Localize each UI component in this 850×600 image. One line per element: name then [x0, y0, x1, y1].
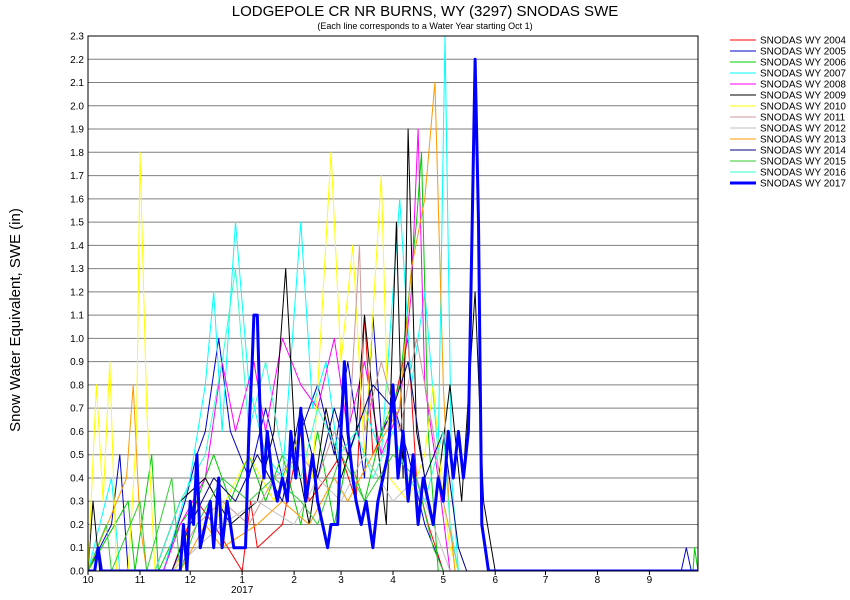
y-tick-label: 0.7	[70, 404, 84, 415]
legend-label: SNODAS WY 2013	[760, 135, 846, 146]
series-line-12	[88, 454, 698, 571]
legend-item: SNODAS WY 2004	[730, 36, 846, 47]
x-tick-label: 9	[647, 575, 653, 586]
series-line-4	[88, 36, 698, 571]
x-tick-label: 3	[338, 575, 344, 586]
legend-label: SNODAS WY 2011	[760, 113, 846, 124]
legend-item: SNODAS WY 2012	[730, 124, 846, 135]
series-line-6	[88, 128, 698, 571]
x-tick-label: 11	[135, 575, 146, 586]
x-tick-label: 6	[492, 575, 498, 586]
x-tick-label: 7	[543, 575, 549, 586]
y-tick-label: 2.1	[70, 78, 84, 89]
legend-item: SNODAS WY 2016	[730, 168, 846, 179]
x-tick-label: 5	[440, 575, 446, 586]
series-line-14	[88, 57, 698, 571]
y-tick-label: 1.1	[70, 311, 84, 322]
y-tick-labels: 0.0 0.1 0.2 0.3 0.4 0.5 0.6 0.7 0.8 0.9 1.0 1.1 1.2 1…	[70, 32, 84, 578]
y-tick-label: 2.0	[70, 101, 84, 112]
series-line-1	[88, 314, 698, 571]
y-tick-label: 0.5	[70, 450, 84, 461]
legend-label: SNODAS WY 2005	[760, 47, 846, 58]
y-tick-label: 0.8	[70, 380, 84, 391]
legend-item: SNODAS WY 2009	[730, 91, 846, 102]
x-tick-label: 1	[239, 575, 245, 586]
y-tick-label: 0.3	[70, 497, 84, 508]
y-tick-label: 2.2	[70, 55, 84, 66]
legend-label: SNODAS WY 2012	[760, 124, 846, 135]
y-tick-label: 1.2	[70, 287, 84, 298]
y-tick-label: 2.3	[70, 32, 84, 43]
legend-label: SNODAS WY 2017	[760, 179, 846, 190]
grid-lines	[88, 58, 698, 549]
y-tick-label: 0.1	[70, 543, 84, 554]
y-axis-label: Snow Water Equivalent, SWE (in)	[7, 208, 24, 432]
y-tick-label: 1.8	[70, 148, 84, 159]
legend-item: SNODAS WY 2013	[730, 135, 846, 146]
legend-item: SNODAS WY 2011	[730, 113, 846, 124]
y-tick-label: 1.5	[70, 218, 84, 229]
y-tick-label: 1.6	[70, 194, 84, 205]
legend-label: SNODAS WY 2010	[760, 102, 846, 113]
x-tick-label: 2	[291, 575, 297, 586]
legend-label: SNODAS WY 2006	[760, 58, 846, 69]
series-line-9	[88, 454, 698, 571]
chart-title: LODGEPOLE CR NR BURNS, WY (3297) SNODAS …	[232, 3, 618, 20]
legend-label: SNODAS WY 2009	[760, 91, 846, 102]
y-tick-label: 0.6	[70, 427, 84, 438]
y-tick-label: 1.7	[70, 171, 84, 182]
x-tick-label: 4	[390, 575, 396, 586]
y-tick-label: 0.4	[70, 473, 84, 484]
plot-frame	[87, 35, 699, 572]
plot-area	[87, 35, 699, 572]
y-tick-label: 1.3	[70, 264, 84, 275]
y-tick-label: 1.9	[70, 125, 84, 136]
legend-item: SNODAS WY 2015	[730, 157, 846, 168]
y-tick-label: 0.0	[70, 567, 84, 578]
x-tick-label: 8	[595, 575, 601, 586]
legend-item: SNODAS WY 2014	[730, 146, 846, 157]
legend-label: SNODAS WY 2014	[760, 146, 846, 157]
legend-label: SNODAS WY 2015	[760, 157, 846, 168]
legend-item: SNODAS WY 2007	[730, 69, 846, 80]
legend-label: SNODAS WY 2016	[760, 168, 846, 179]
series-line-10	[88, 82, 698, 571]
series-line-5	[88, 128, 698, 571]
y-tick-label: 1.4	[70, 241, 84, 252]
legend-label: SNODAS WY 2004	[760, 36, 846, 47]
x-year-label: 2017	[231, 585, 254, 596]
chart-subtitle: (Each line corresponds to a Water Year s…	[317, 21, 532, 31]
x-tick-label: 10	[82, 575, 94, 586]
y-tick-label: 1.0	[70, 334, 84, 345]
legend-item: SNODAS WY 2005	[730, 47, 846, 58]
legend-item: SNODAS WY 2008	[730, 80, 846, 91]
series-line-13	[88, 268, 698, 571]
y-tick-label: 0.9	[70, 357, 84, 368]
legend-item: SNODAS WY 2017	[730, 179, 846, 190]
legend-item: SNODAS WY 2006	[730, 58, 846, 69]
x-tick-label: 12	[185, 575, 197, 586]
series-line-2	[88, 314, 698, 571]
y-tick-label: 0.2	[70, 520, 84, 531]
legend-label: SNODAS WY 2008	[760, 80, 846, 91]
legend-item: SNODAS WY 2010	[730, 102, 846, 113]
legend-label: SNODAS WY 2007	[760, 69, 846, 80]
